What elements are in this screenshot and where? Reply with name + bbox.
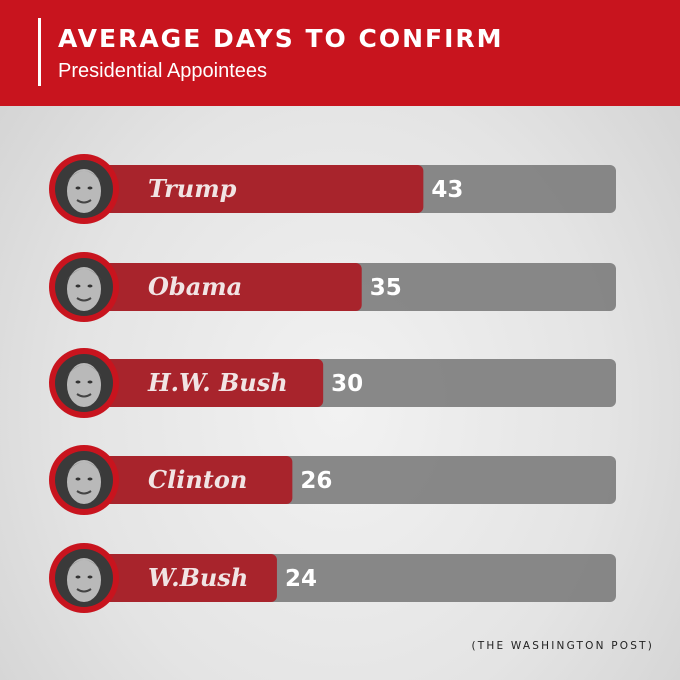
chart-title: AVERAGE DAYS TO CONFIRM [58, 24, 504, 53]
category-label: Clinton [148, 465, 247, 494]
eye-shape [75, 284, 81, 288]
eye-shape [87, 186, 93, 190]
bar [92, 263, 362, 311]
mouth-shape [76, 490, 92, 495]
data-label: 24 [285, 566, 317, 592]
hair-shape [66, 365, 102, 377]
eye-shape [75, 477, 81, 481]
category-label: Obama [148, 272, 242, 301]
data-label: 43 [431, 177, 463, 203]
hair-shape [66, 171, 102, 183]
face-shape [67, 267, 101, 311]
chart-header: AVERAGE DAYS TO CONFIRM Presidential App… [0, 0, 680, 106]
header-rule [38, 18, 41, 86]
face-shape [67, 169, 101, 213]
eye-shape [87, 284, 93, 288]
category-label: Trump [148, 174, 237, 203]
eye-shape [87, 575, 93, 579]
eye-shape [87, 477, 93, 481]
face-shape [67, 558, 101, 602]
bar [92, 165, 424, 213]
hair-shape [66, 269, 102, 281]
data-label: 35 [370, 275, 402, 301]
bar [92, 359, 324, 407]
mouth-shape [76, 199, 92, 204]
bar [92, 554, 277, 602]
category-label: H.W. Bush [147, 368, 288, 397]
eye-shape [87, 380, 93, 384]
hair-shape [66, 560, 102, 572]
face-shape [67, 460, 101, 504]
eye-shape [75, 575, 81, 579]
source-credit: (THE WASHINGTON POST) [471, 640, 654, 652]
mouth-shape [76, 297, 92, 302]
hair-shape [66, 462, 102, 474]
face-shape [67, 363, 101, 407]
bar [92, 456, 293, 504]
eye-shape [75, 380, 81, 384]
chart-subtitle: Presidential Appointees [58, 60, 268, 82]
mouth-shape [76, 588, 92, 593]
eye-shape [75, 186, 81, 190]
category-label: W.Bush [148, 563, 248, 592]
mouth-shape [76, 393, 92, 398]
data-label: 30 [331, 371, 363, 397]
data-label: 26 [300, 468, 332, 494]
